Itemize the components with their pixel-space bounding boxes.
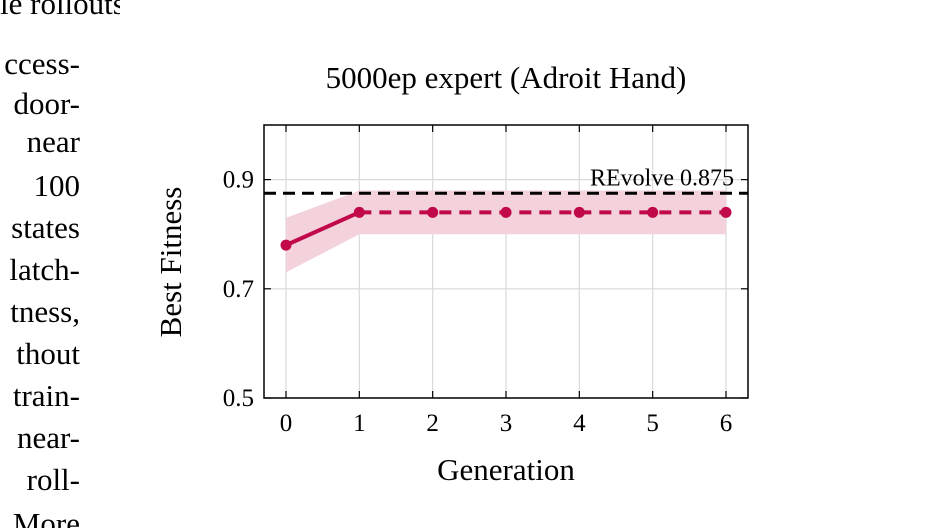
- confidence-band-area: [286, 190, 726, 273]
- body-text-line: tness,: [10, 294, 80, 329]
- data-point: [353, 206, 365, 218]
- x-tick-label: 1: [353, 410, 366, 437]
- body-text-line: roll-: [26, 462, 80, 497]
- data-point: [427, 206, 439, 218]
- data-point: [720, 206, 732, 218]
- x-axis-label: Generation: [437, 452, 575, 487]
- body-text-line: near-: [16, 420, 80, 455]
- x-tick-label: 5: [646, 410, 659, 437]
- y-axis-label: Best Fitness: [153, 187, 188, 338]
- x-tick-label: 2: [426, 410, 439, 437]
- series-line-solid: [284, 210, 362, 248]
- confidence-band: [286, 190, 726, 273]
- body-text-line: 100: [33, 168, 81, 203]
- reference-line-label: REvolve 0.875: [590, 165, 734, 191]
- y-tick-label: 0.5: [223, 385, 254, 412]
- x-tick-label: 0: [280, 410, 293, 437]
- y-tick-label: 0.9: [223, 167, 254, 194]
- body-text-line: door-: [13, 86, 80, 121]
- chart-title: 5000ep expert (Adroit Hand): [326, 60, 687, 95]
- fitness-series: [280, 206, 732, 251]
- data-point: [500, 206, 512, 218]
- x-tick-label: 3: [500, 410, 513, 437]
- y-tick-label: 0.7: [223, 276, 254, 303]
- axis-ticks: 0 1 2 3 4 5 6 0.5 0.7 0.9: [223, 125, 748, 437]
- body-text-top-line: le rollouts span them.: [0, 0, 120, 21]
- data-point: [647, 206, 659, 218]
- data-point: [573, 206, 585, 218]
- body-text-line: train-: [12, 378, 80, 413]
- reference-line: REvolve 0.875: [264, 165, 748, 195]
- chart-grid: [264, 125, 748, 399]
- body-text-line: thout: [16, 336, 80, 371]
- body-text-line: latch-: [9, 252, 80, 287]
- x-tick-label: 4: [573, 410, 586, 437]
- x-tick-label: 6: [720, 410, 733, 437]
- body-text-line: states: [11, 210, 80, 245]
- body-text-line: near: [26, 124, 80, 159]
- data-point: [280, 239, 292, 251]
- body-text-column: le rollouts span them. ccess- door- near…: [0, 0, 120, 528]
- body-text-line: More: [12, 506, 80, 528]
- body-text-line: ccess-: [4, 46, 80, 81]
